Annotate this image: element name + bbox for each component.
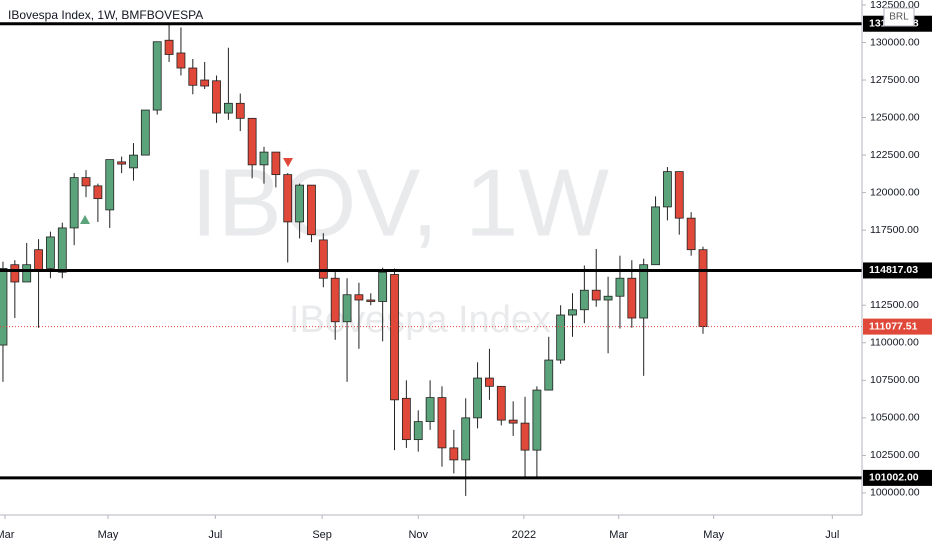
signal-up (80, 215, 90, 224)
candle-body (259, 151, 269, 166)
candle-body (105, 159, 115, 211)
candle-body (615, 277, 625, 297)
candle-body (401, 397, 411, 441)
candle-body (508, 419, 518, 424)
candle-body (354, 294, 364, 301)
x-tick-label: May (703, 529, 724, 541)
candle-body (271, 151, 281, 176)
candle-body (224, 102, 233, 114)
candle-body (532, 389, 542, 451)
candle-body (686, 217, 696, 251)
candle-body (579, 289, 589, 311)
y-tick-label: 105000.00 (870, 412, 920, 424)
candle-body (200, 79, 210, 87)
candle-body (651, 206, 660, 266)
currency: BRL (889, 12, 909, 23)
candle-body (520, 422, 530, 451)
candle-body (496, 385, 506, 421)
plot (0, 22, 862, 496)
x-tick-label: Mar (609, 529, 628, 541)
y-tick-label: 100000.00 (870, 487, 920, 499)
candle-body (81, 177, 91, 187)
candle-body (247, 117, 257, 166)
candle-body (0, 268, 8, 346)
candle-body (117, 161, 127, 165)
level-label: 114817.03 (869, 264, 918, 276)
y-tick-label: 125000.00 (870, 111, 920, 123)
candle-body (330, 277, 340, 323)
watermark-subtitle: IBovespa Index (289, 299, 551, 341)
candle-body (390, 274, 399, 401)
y-tick-label: 112500.00 (870, 299, 919, 311)
level-label: 101002.00 (869, 472, 919, 484)
candle-body (591, 289, 601, 301)
candle-body (674, 171, 684, 219)
y-tick-label: 122500.00 (870, 149, 920, 161)
x-tick-label: Sep (312, 529, 332, 541)
watermark: IBOV, 1W (191, 149, 609, 256)
candle-body (69, 177, 79, 229)
candle-body (378, 271, 388, 302)
y-tick-label: 132500.00 (870, 0, 920, 11)
candle-body (152, 41, 162, 111)
candle-body (568, 309, 577, 316)
candle-body (485, 377, 494, 387)
signal-down (283, 158, 293, 167)
candle-body (627, 277, 637, 319)
candle-body (57, 227, 67, 273)
y-tick-label: 107500.00 (870, 374, 920, 386)
y-tick-label: 120000.00 (870, 186, 920, 198)
candle-body (212, 80, 221, 114)
level-label-box (863, 469, 932, 486)
candle-body (46, 236, 55, 269)
candle-body (34, 249, 43, 271)
candle-body (698, 249, 708, 328)
candle-body (556, 314, 566, 361)
candle-body (318, 239, 328, 279)
candle-body (449, 447, 459, 461)
x-tick-label: Mar (0, 529, 15, 541)
candle-body (22, 264, 32, 283)
y-tick-label: 110000.00 (870, 337, 919, 349)
chart-title: IBovespa Index, 1W, BMFBOVESPA (8, 8, 203, 22)
price-label-box (863, 318, 932, 335)
x-tick-label: 2022 (512, 529, 536, 541)
candle-body (295, 184, 304, 223)
candle-body (544, 359, 554, 391)
candle-body (473, 377, 482, 419)
candle-body (307, 184, 316, 236)
candle-body (639, 264, 649, 319)
candle-body (342, 294, 352, 323)
candle-body (188, 67, 198, 86)
candle-body (140, 109, 150, 156)
y-tick-label: 130000.00 (870, 36, 920, 48)
candle-body (437, 397, 447, 449)
candle-body (603, 295, 613, 301)
y-tick-label: 102500.00 (870, 449, 920, 461)
candle-body (164, 39, 174, 55)
y-tick-label: 117500.00 (870, 224, 919, 236)
x-tick-label: Jul (208, 529, 222, 541)
candle-body (663, 171, 672, 208)
level-label-box (863, 262, 932, 279)
candle-body (176, 52, 186, 69)
candle-body (425, 397, 435, 423)
candle-body (93, 185, 103, 200)
y-tick-label: 127500.00 (870, 74, 920, 86)
candle-body (366, 299, 376, 302)
x-tick-label: Nov (408, 529, 428, 541)
candle-body (10, 264, 20, 283)
candle-body (461, 417, 471, 461)
currency-box (883, 7, 915, 27)
candle-body (283, 174, 293, 223)
candle-body (413, 421, 423, 441)
price-label: 111077.51 (869, 320, 918, 332)
x-tick-label: Jul (825, 529, 839, 541)
x-tick-label: May (98, 529, 119, 541)
candle-body (129, 154, 138, 169)
candle-body (235, 102, 245, 119)
